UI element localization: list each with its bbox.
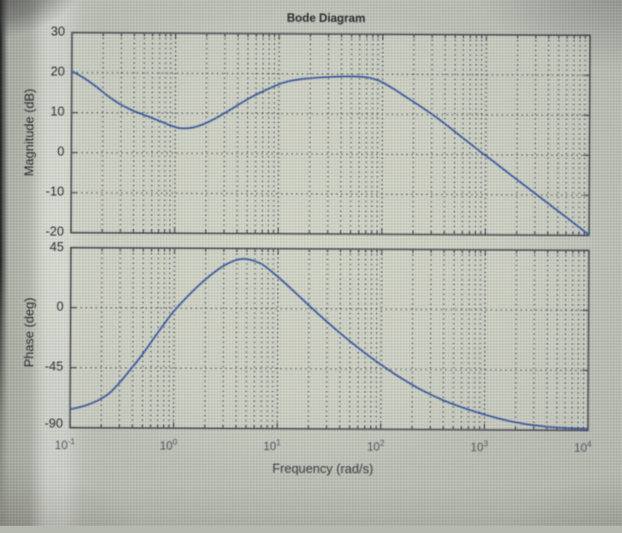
svg-text:102: 102	[367, 439, 385, 454]
svg-text:104: 104	[574, 440, 592, 455]
svg-text:Magnitude (dB): Magnitude (dB)	[21, 89, 36, 177]
svg-text:45: 45	[50, 239, 64, 254]
svg-text:0: 0	[57, 143, 64, 158]
svg-text:Phase (deg): Phase (deg)	[21, 298, 36, 368]
svg-text:101: 101	[263, 438, 281, 453]
svg-text:-20: -20	[45, 223, 64, 238]
svg-text:20: 20	[51, 63, 65, 78]
svg-text:-45: -45	[45, 358, 64, 373]
svg-text:10: 10	[50, 103, 64, 118]
svg-text:Frequency (rad/s): Frequency (rad/s)	[272, 461, 373, 477]
svg-text:103: 103	[470, 439, 488, 454]
svg-text:30: 30	[51, 23, 65, 38]
svg-text:Bode Diagram: Bode Diagram	[287, 12, 366, 25]
svg-text:-10: -10	[46, 183, 65, 198]
svg-text:0: 0	[56, 298, 63, 313]
svg-text:10-1: 10-1	[55, 437, 76, 452]
svg-text:-90: -90	[44, 415, 63, 430]
svg-text:100: 100	[160, 438, 178, 453]
